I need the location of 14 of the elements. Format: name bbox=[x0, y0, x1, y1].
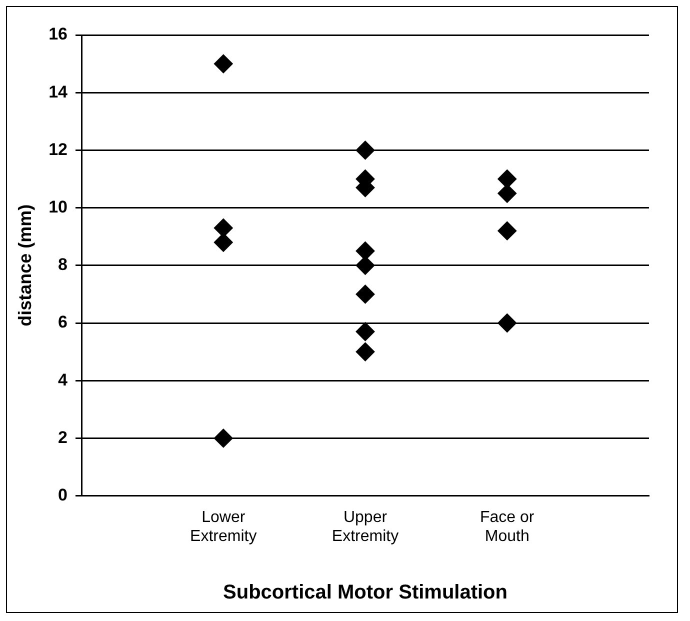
y-tick-label: 10 bbox=[48, 197, 68, 216]
x-tick-label: Upper Extremity bbox=[332, 509, 399, 546]
y-axis-title: distance (mm) bbox=[14, 204, 35, 326]
x-tick-label: Face or Mouth bbox=[480, 509, 535, 546]
y-tick-label: 8 bbox=[58, 255, 68, 274]
y-tick-label: 16 bbox=[48, 24, 68, 44]
x-axis-title: Subcortical Motor Stimulation bbox=[223, 582, 508, 604]
y-tick-label: 2 bbox=[58, 428, 68, 447]
x-tick-label: Lower Extremity bbox=[190, 509, 257, 546]
y-tick-label: 12 bbox=[48, 140, 68, 159]
y-tick-label: 0 bbox=[58, 485, 68, 504]
y-tick-label: 6 bbox=[58, 312, 68, 332]
y-tick-label: 14 bbox=[48, 82, 68, 102]
y-tick-label: 4 bbox=[58, 370, 68, 390]
